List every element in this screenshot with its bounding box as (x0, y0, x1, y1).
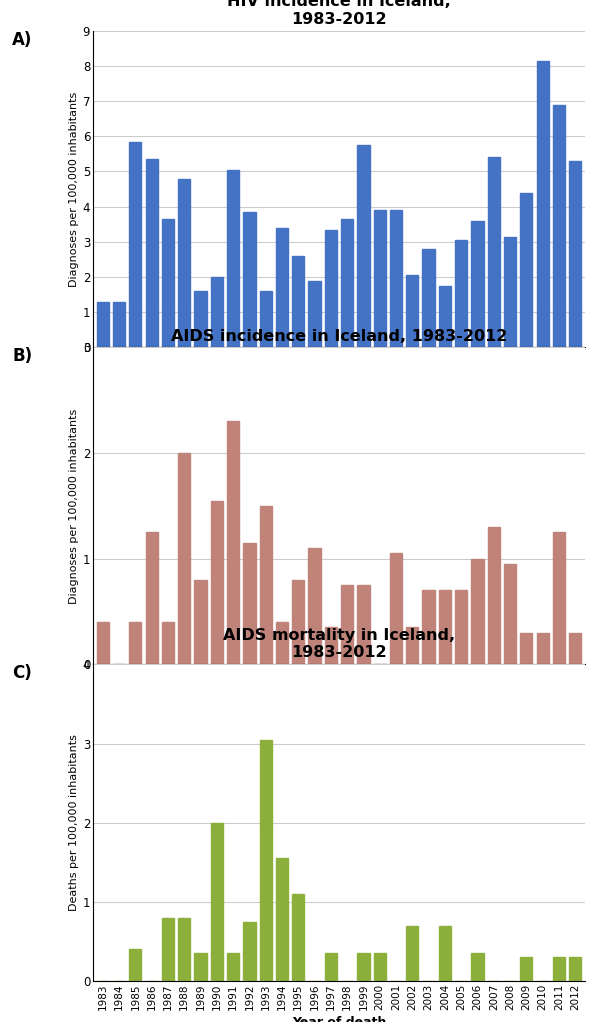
Text: B): B) (12, 347, 32, 366)
Bar (390, 211, 402, 347)
Bar (455, 591, 467, 664)
Bar (211, 823, 223, 981)
Y-axis label: Deaths per 100,000 inhabitants: Deaths per 100,000 inhabitants (68, 734, 79, 912)
Title: AIDS incidence in Iceland, 1983-2012: AIDS incidence in Iceland, 1983-2012 (171, 328, 507, 343)
Bar (129, 949, 142, 981)
Bar (341, 219, 353, 347)
Bar (472, 954, 484, 981)
Bar (178, 179, 190, 347)
Bar (569, 160, 581, 347)
Bar (292, 579, 304, 664)
Bar (390, 554, 402, 664)
Text: A): A) (12, 31, 32, 49)
Bar (227, 954, 239, 981)
Bar (308, 548, 320, 664)
Bar (439, 591, 451, 664)
Bar (358, 145, 370, 347)
Bar (243, 212, 256, 347)
Bar (520, 958, 532, 981)
Bar (129, 622, 142, 664)
Bar (325, 954, 337, 981)
Bar (358, 585, 370, 664)
Bar (488, 527, 500, 664)
Bar (178, 918, 190, 981)
Bar (260, 506, 272, 664)
Bar (439, 926, 451, 981)
Bar (227, 170, 239, 347)
Bar (308, 281, 320, 347)
Bar (194, 291, 206, 347)
Bar (113, 301, 125, 347)
Bar (194, 954, 206, 981)
Bar (146, 159, 158, 347)
Bar (292, 256, 304, 347)
Bar (178, 453, 190, 664)
Bar (504, 237, 516, 347)
Title: HIV incidence in Iceland,
1983-2012: HIV incidence in Iceland, 1983-2012 (227, 0, 451, 27)
Bar (455, 240, 467, 347)
Bar (129, 142, 142, 347)
Bar (536, 60, 549, 347)
Bar (439, 286, 451, 347)
Bar (472, 559, 484, 664)
X-axis label: Year of diagnosis: Year of diagnosis (279, 382, 399, 396)
Bar (97, 622, 109, 664)
Bar (194, 579, 206, 664)
Bar (374, 211, 386, 347)
Bar (292, 894, 304, 981)
Y-axis label: Diagnoses per 100,000 inhabitants: Diagnoses per 100,000 inhabitants (68, 408, 79, 604)
Bar (260, 291, 272, 347)
X-axis label: Year of diagnosis: Year of diagnosis (279, 699, 399, 712)
Bar (520, 192, 532, 347)
Bar (276, 858, 288, 981)
Bar (422, 249, 435, 347)
Bar (488, 157, 500, 347)
Bar (358, 954, 370, 981)
Bar (406, 926, 418, 981)
Bar (260, 740, 272, 981)
Bar (162, 622, 174, 664)
Bar (211, 277, 223, 347)
Bar (97, 301, 109, 347)
Bar (472, 221, 484, 347)
Bar (553, 104, 565, 347)
Bar (162, 918, 174, 981)
Bar (536, 633, 549, 664)
Bar (520, 633, 532, 664)
Bar (243, 922, 256, 981)
Bar (276, 228, 288, 347)
Bar (422, 591, 435, 664)
Bar (211, 501, 223, 664)
Bar (569, 958, 581, 981)
Text: C): C) (12, 664, 32, 683)
X-axis label: Year of death: Year of death (292, 1016, 386, 1022)
Bar (276, 622, 288, 664)
Y-axis label: Diagnoses per 100,000 inhabitants: Diagnoses per 100,000 inhabitants (68, 91, 79, 287)
Bar (406, 628, 418, 664)
Title: AIDS mortality in Iceland,
1983-2012: AIDS mortality in Iceland, 1983-2012 (223, 628, 455, 660)
Bar (227, 421, 239, 664)
Bar (146, 532, 158, 664)
Bar (162, 219, 174, 347)
Bar (325, 628, 337, 664)
Bar (553, 958, 565, 981)
Bar (374, 954, 386, 981)
Bar (341, 585, 353, 664)
Bar (406, 275, 418, 347)
Bar (243, 543, 256, 664)
Bar (553, 532, 565, 664)
Bar (325, 230, 337, 347)
Bar (569, 633, 581, 664)
Bar (504, 564, 516, 664)
